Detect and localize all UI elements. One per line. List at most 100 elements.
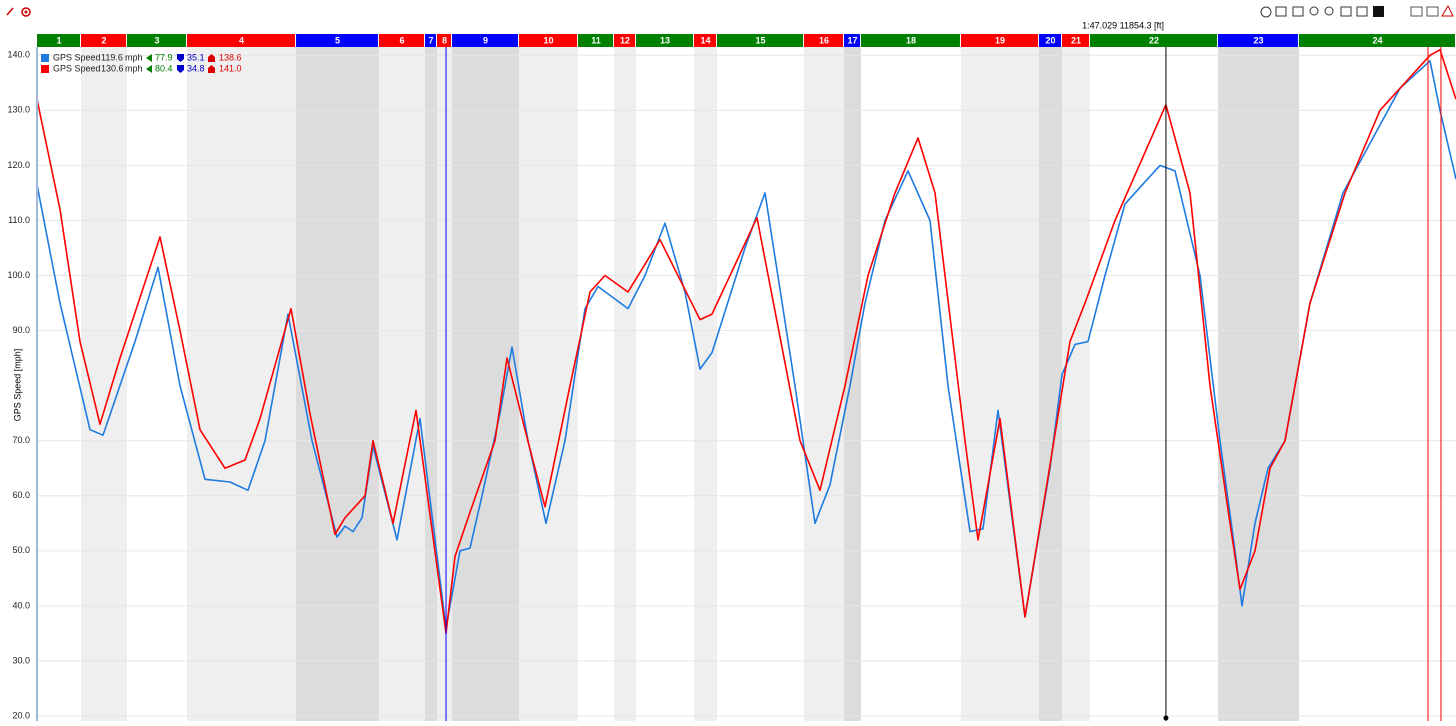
legend-min: 35.1	[187, 52, 205, 62]
sector-band	[1038, 47, 1063, 721]
sector-label: 15	[755, 35, 765, 45]
window-icon[interactable]	[1426, 6, 1439, 17]
zoom-icon[interactable]	[1260, 6, 1272, 18]
sector-band	[296, 47, 379, 721]
sector-box	[636, 34, 694, 47]
sector-box	[436, 34, 452, 47]
sector-band	[186, 47, 297, 721]
sector-label: 9	[483, 35, 488, 45]
sector-label: 1	[56, 35, 61, 45]
min-icon	[177, 65, 184, 73]
sector-band	[960, 47, 1039, 721]
sector-box	[1218, 34, 1298, 47]
sector-label: 19	[995, 35, 1005, 45]
toolbar	[6, 4, 1454, 18]
sector-label: 20	[1045, 35, 1055, 45]
sector-box	[860, 34, 960, 47]
sector-label: 3	[154, 35, 159, 45]
y-tick-label: 120.0	[7, 160, 30, 170]
y-tick-label: 140.0	[7, 50, 30, 60]
legend-name: GPS Speed	[53, 52, 101, 62]
max-icon	[208, 65, 215, 73]
sector-box	[424, 34, 436, 47]
avg-icon	[146, 65, 152, 73]
y-tick-label: 130.0	[7, 105, 30, 115]
sector-shading	[80, 47, 1299, 721]
sector-label: 14	[700, 35, 710, 45]
legend-avg: 80.4	[155, 63, 173, 73]
sector-box	[186, 34, 296, 47]
sector-bar: 1 2 3 4 5 6 7 8 9 10 11 12 13 14 15 16 17 18 19 20 21 22 23 24	[37, 34, 1455, 47]
sector-band	[1218, 47, 1299, 721]
zoom-icon[interactable]	[1356, 6, 1368, 17]
y-tick-label: 90.0	[12, 325, 30, 335]
legend-max: 138.6	[219, 52, 242, 62]
record-icon[interactable]	[21, 7, 31, 17]
cursor-readout: 1:47.029 11854.3 [ft]	[1082, 20, 1164, 30]
legend-value: 130.6	[101, 63, 124, 73]
y-tick-label: 40.0	[12, 600, 30, 610]
sector-box	[1038, 34, 1062, 47]
sector-label: 7	[428, 35, 433, 45]
y-tick-label: 50.0	[12, 545, 30, 555]
grid: 20.0 30.0 40.0 50.0 60.0 70.0 90.0 100.0 110.0 12…	[7, 50, 1456, 720]
y-tick-label: 100.0	[7, 270, 30, 280]
sector-band	[378, 47, 425, 721]
series-line	[36, 60, 1456, 629]
sector-box	[844, 34, 860, 47]
sector-band	[614, 47, 637, 721]
zoom-icon[interactable]	[1309, 6, 1319, 16]
tool-icon[interactable]	[6, 7, 14, 16]
sector-box	[126, 34, 186, 47]
alert-icon[interactable]	[1441, 4, 1454, 17]
sector-box	[694, 34, 716, 47]
sector-box	[960, 34, 1038, 47]
cursor-dot	[1163, 715, 1169, 721]
sector-label: 6	[399, 35, 404, 45]
view-icon[interactable]	[1373, 6, 1384, 17]
min-icon	[177, 54, 184, 62]
sector-box	[80, 34, 126, 47]
sector-box	[1090, 34, 1218, 47]
sector-label: 23	[1253, 35, 1263, 45]
sector-label: 16	[819, 35, 829, 45]
sector-band	[424, 47, 437, 721]
sector-band	[1062, 47, 1091, 721]
zoom-icon[interactable]	[1275, 6, 1287, 17]
sector-box	[296, 34, 378, 47]
legend-min: 34.8	[187, 63, 205, 73]
sector-box	[1298, 34, 1455, 47]
sector-box	[1062, 34, 1090, 47]
sector-label: 11	[591, 35, 601, 45]
sector-label: 12	[620, 35, 630, 45]
y-axis-label: GPS Speed [mph]	[12, 349, 22, 422]
sector-box	[614, 34, 636, 47]
record-dot	[24, 10, 28, 14]
zoom-icon[interactable]	[1292, 6, 1304, 17]
plot	[36, 47, 1456, 721]
y-tick-label: 30.0	[12, 655, 30, 665]
sector-box	[804, 34, 844, 47]
zoom-icon[interactable]	[1324, 6, 1334, 16]
y-tick-label: 70.0	[12, 435, 30, 445]
zoom-icon[interactable]	[1340, 6, 1352, 17]
sector-label: 8	[442, 35, 447, 45]
sector-label: 10	[543, 35, 553, 45]
legend-max: 141.0	[219, 63, 242, 73]
sector-band	[694, 47, 717, 721]
sector-label: 18	[906, 35, 916, 45]
y-tick-label: 110.0	[8, 215, 30, 225]
sector-box	[578, 34, 614, 47]
max-icon	[208, 54, 215, 62]
legend-swatch	[41, 65, 49, 73]
legend-value: 119.6	[101, 52, 123, 62]
y-tick-label: 20.0	[12, 710, 30, 720]
window-icon[interactable]	[1410, 6, 1423, 17]
avg-icon	[146, 54, 152, 62]
legend-swatch	[41, 54, 49, 62]
sector-box	[378, 34, 424, 47]
sector-label: 13	[660, 35, 670, 45]
sector-band	[80, 47, 127, 721]
sector-label: 4	[239, 35, 244, 45]
